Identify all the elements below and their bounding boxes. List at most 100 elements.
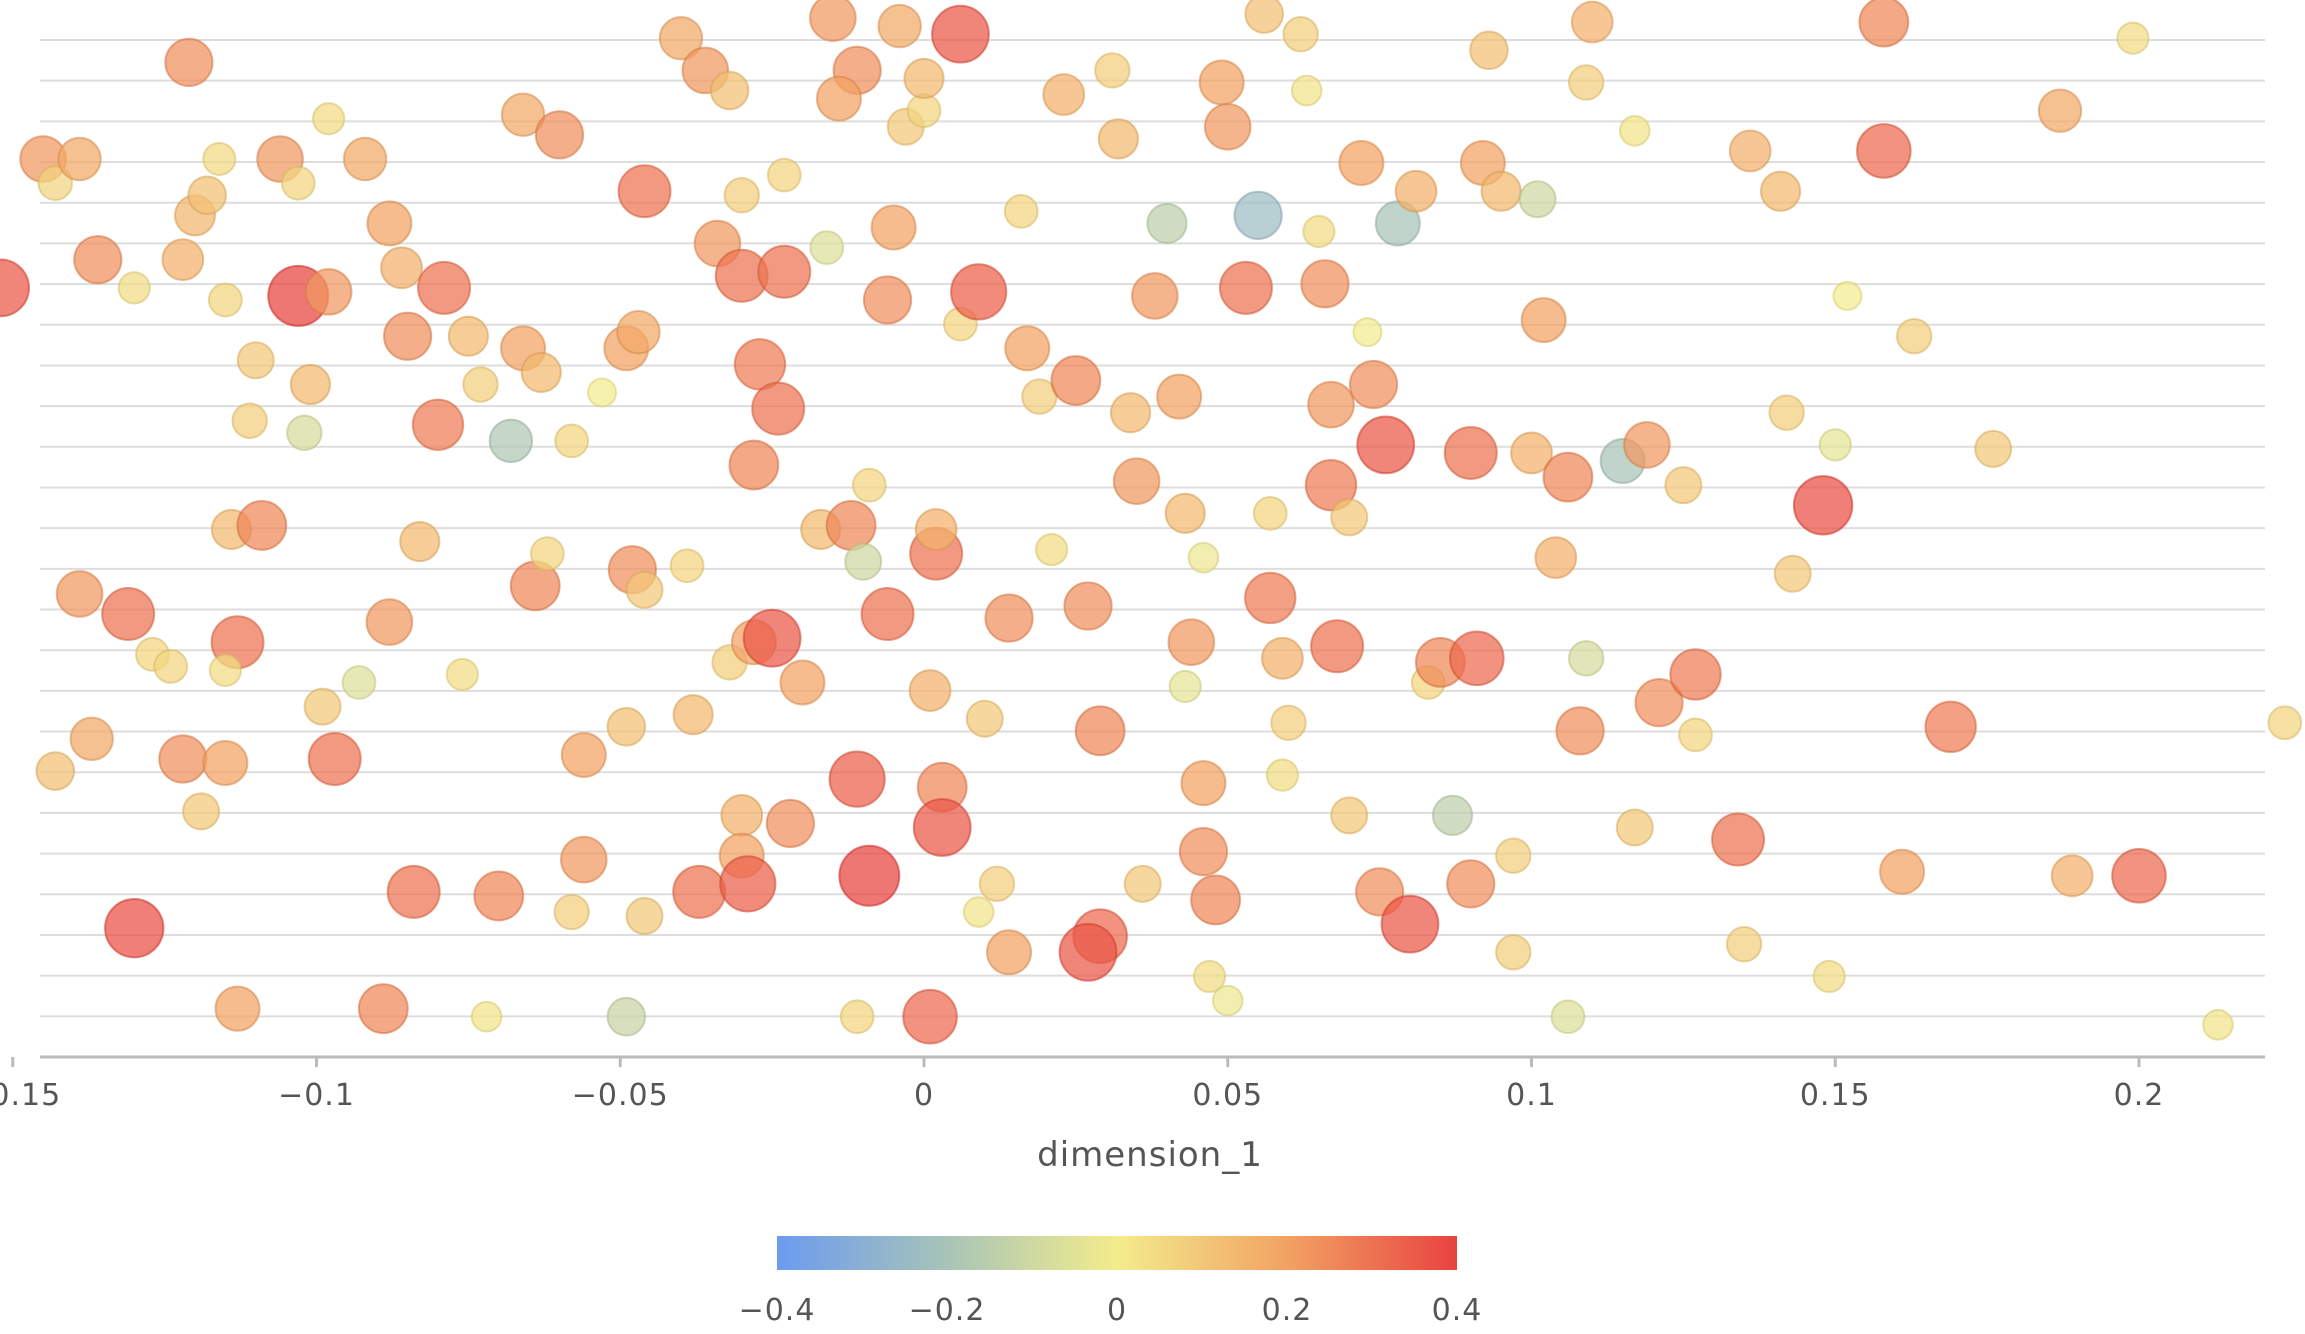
data-point — [1792, 475, 1854, 536]
data-point — [860, 587, 915, 642]
data-point — [1168, 669, 1202, 704]
data-point — [809, 0, 857, 42]
data-point — [1678, 717, 1713, 753]
data-point — [1495, 934, 1532, 971]
data-point — [1063, 581, 1113, 631]
data-point — [587, 377, 618, 408]
data-point — [669, 548, 705, 584]
data-point — [1304, 458, 1358, 512]
data-point — [931, 4, 990, 64]
data-point — [153, 648, 189, 684]
x-tick-label: −0.05 — [572, 1078, 669, 1113]
data-point — [1211, 984, 1244, 1017]
data-point — [839, 999, 875, 1035]
data-point — [1302, 214, 1336, 249]
data-point — [870, 204, 917, 251]
data-point — [304, 268, 353, 316]
data-point — [1307, 380, 1355, 429]
data-point — [417, 260, 472, 315]
data-point — [447, 315, 489, 357]
data-point — [1112, 457, 1161, 505]
data-point — [1469, 30, 1509, 71]
colorbar-tick-label: −0.4 — [739, 1293, 816, 1328]
data-point — [380, 246, 423, 290]
data-point — [965, 699, 1004, 738]
data-point — [1520, 297, 1567, 344]
data-point — [1394, 169, 1438, 213]
data-point — [35, 751, 76, 791]
data-point — [1261, 636, 1304, 680]
data-point — [1443, 425, 1498, 480]
data-point — [1244, 571, 1297, 625]
data-point — [1348, 359, 1399, 410]
data-point — [625, 897, 664, 936]
data-point — [1352, 317, 1383, 348]
data-point — [214, 985, 261, 1032]
data-point — [1330, 498, 1369, 537]
data-point — [825, 500, 877, 551]
data-point — [1156, 373, 1203, 420]
data-point — [554, 423, 590, 459]
data-point — [912, 798, 972, 857]
data-point — [1290, 74, 1323, 107]
data-point — [1446, 859, 1496, 909]
x-axis-title: dimension_1 — [1037, 1135, 1263, 1175]
data-point — [1123, 864, 1162, 903]
data-point — [182, 792, 221, 831]
data-point — [914, 508, 958, 551]
data-point — [2037, 88, 2083, 133]
data-points — [0, 0, 2303, 1045]
data-point — [1634, 678, 1684, 728]
data-point — [57, 136, 102, 182]
data-point — [1097, 118, 1140, 160]
x-tick-label: −0.15 — [0, 1078, 61, 1113]
data-point — [1896, 317, 1933, 355]
data-point — [765, 798, 815, 849]
data-point — [386, 864, 441, 919]
data-point — [2050, 854, 2094, 898]
data-point — [236, 500, 288, 551]
data-point — [672, 864, 727, 919]
horizontal-gridlines — [40, 39, 2265, 1018]
data-point — [1832, 280, 1863, 311]
data-point — [1618, 115, 1651, 147]
data-point — [69, 716, 114, 762]
data-point — [187, 175, 227, 216]
x-tick-label: 0.2 — [2114, 1078, 2165, 1113]
data-point — [560, 835, 608, 884]
data-point — [366, 200, 413, 247]
data-point — [104, 897, 165, 959]
data-point — [984, 593, 1034, 643]
data-point — [1570, 0, 1614, 44]
data-point — [1449, 630, 1505, 687]
data-point — [906, 93, 942, 129]
data-point — [1058, 922, 1118, 982]
data-point — [1879, 848, 1926, 895]
data-point — [1623, 421, 1671, 469]
data-point — [877, 3, 922, 49]
data-point — [1233, 190, 1283, 240]
data-point — [399, 520, 441, 563]
data-point — [1555, 706, 1605, 756]
data-point — [779, 659, 826, 706]
data-point — [553, 893, 590, 931]
data-point — [1244, 0, 1284, 34]
data-point — [1178, 827, 1229, 877]
data-point — [1711, 812, 1766, 867]
data-point — [303, 687, 342, 726]
colorbar-tick-label: 0 — [1107, 1293, 1127, 1328]
data-point — [625, 570, 664, 609]
data-point — [365, 598, 414, 646]
data-point — [1187, 541, 1220, 574]
data-point — [902, 988, 958, 1045]
x-tick-label: 0.05 — [1192, 1078, 1263, 1113]
data-point — [117, 271, 151, 305]
data-point — [903, 57, 945, 100]
data-point — [73, 235, 123, 285]
data-point — [1567, 64, 1605, 101]
data-point — [1252, 495, 1288, 531]
data-point — [709, 70, 750, 111]
data-point — [1858, 0, 1910, 48]
